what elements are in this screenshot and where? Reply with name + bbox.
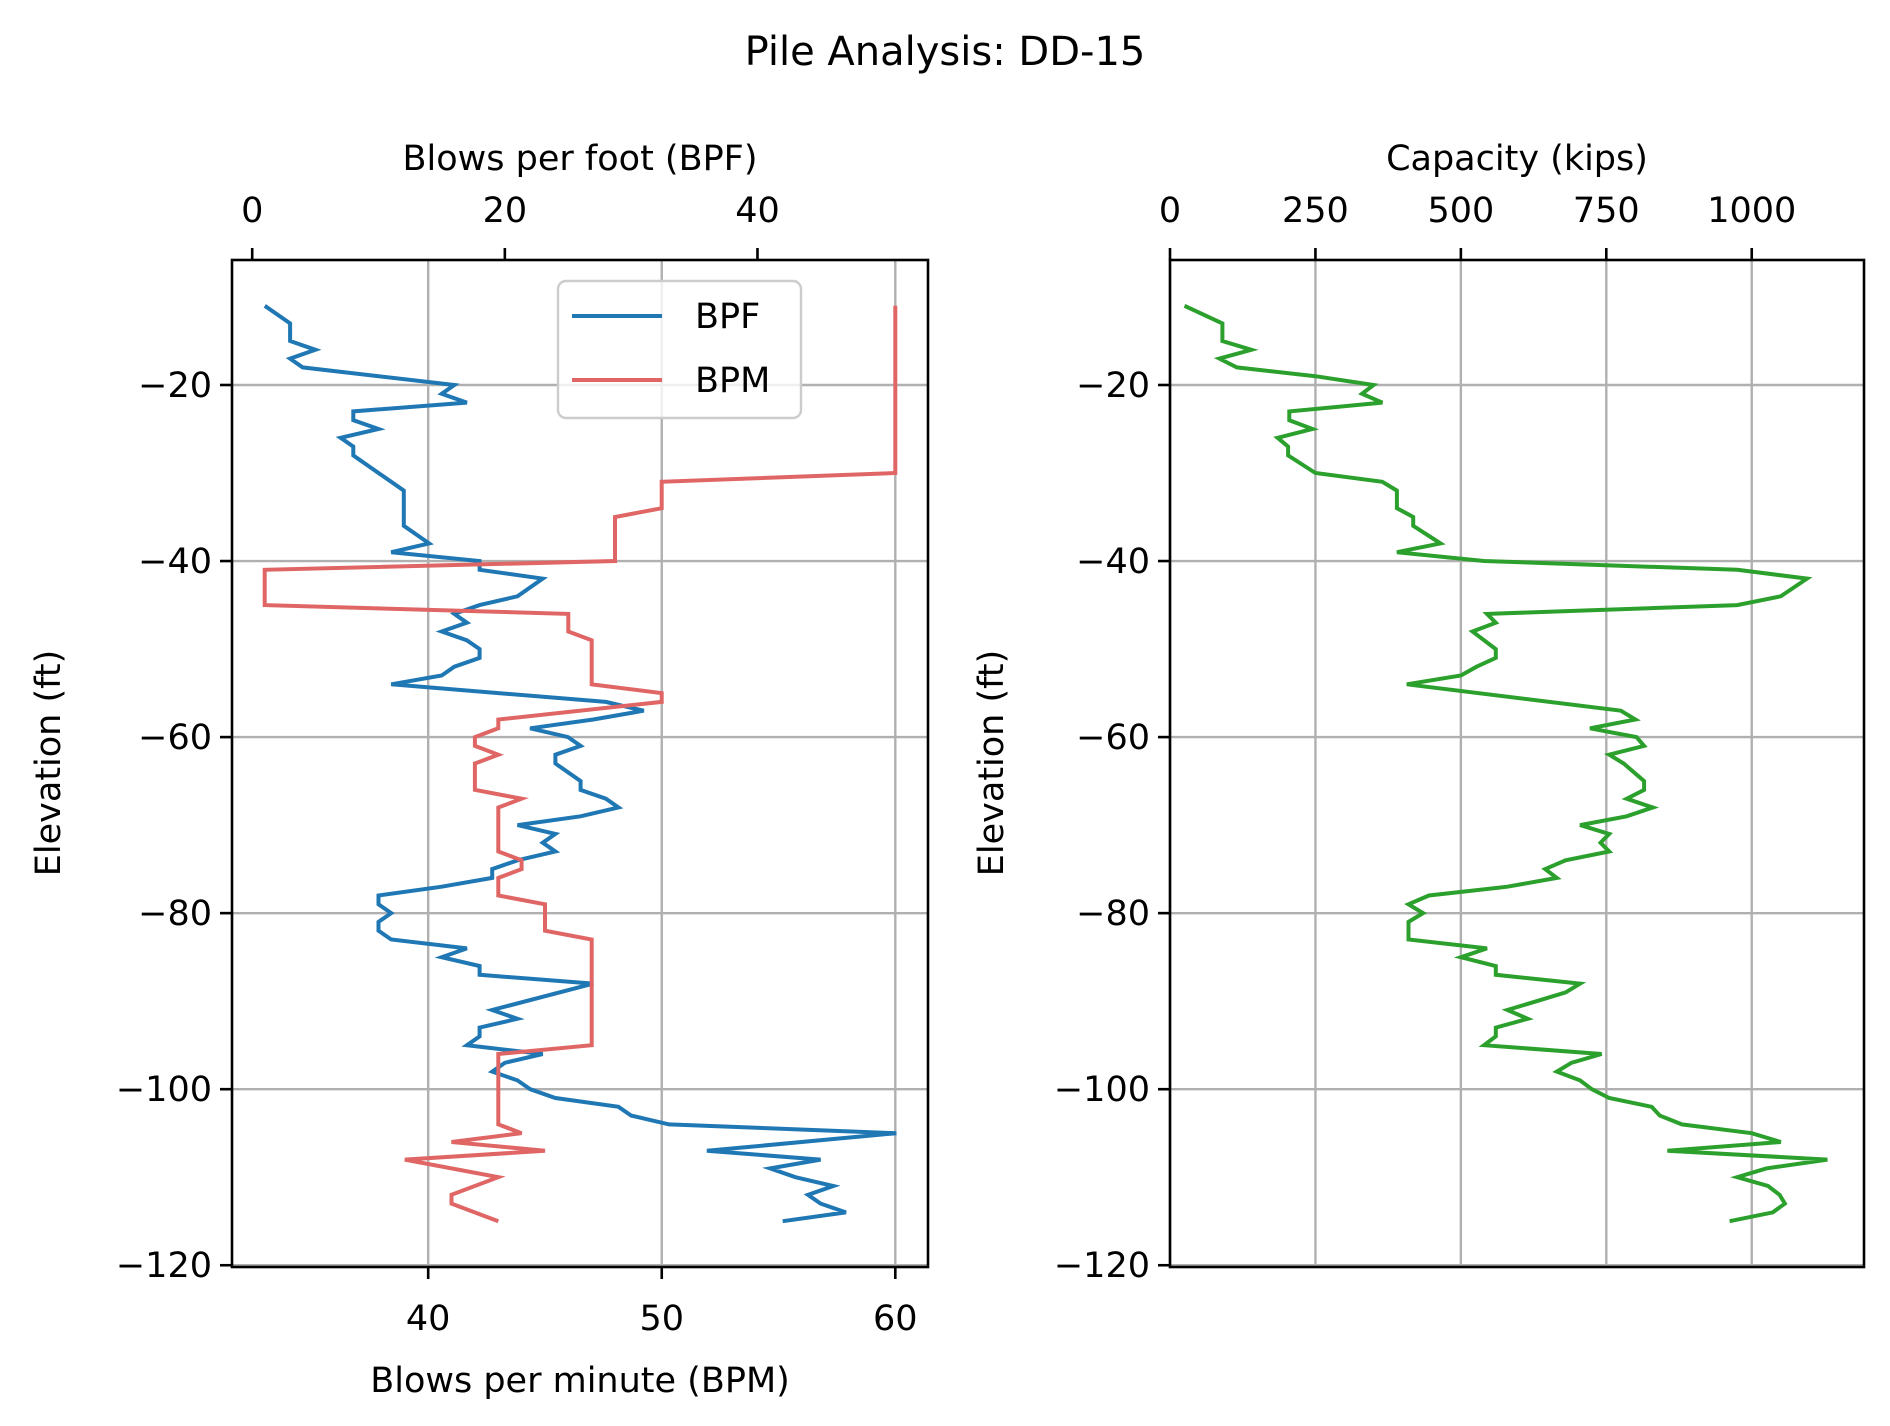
figure-title: Pile Analysis: DD-15	[745, 29, 1146, 75]
capacity-tick-labels: 0 250 500 750 1000	[1159, 191, 1796, 231]
left-ytick-label: −20	[138, 366, 212, 406]
left-ytick-label: −60	[138, 718, 212, 758]
left-ytick-label: −80	[138, 894, 212, 934]
bpf-tick-labels: 0 20 40	[241, 191, 780, 231]
capacity-tick-label: 500	[1427, 191, 1494, 231]
right-ytick-label: −100	[1054, 1070, 1150, 1110]
left-ytick-label: −100	[116, 1070, 212, 1110]
capacity-tick-label: 250	[1282, 191, 1349, 231]
right-ytick-label: −40	[1076, 542, 1150, 582]
right-panel: −20 −40 −60 −80 −100 −120 0 250 500 750 …	[972, 139, 1866, 1286]
capacity-tick-label: 0	[1159, 191, 1181, 231]
bpm-axis-label: Blows per minute (BPM)	[370, 1361, 790, 1401]
left-ticks	[220, 248, 897, 1279]
legend-label-bpf: BPF	[695, 297, 760, 337]
bpf-tick-label: 0	[241, 191, 263, 231]
bpf-axis-label: Blows per foot (BPF)	[403, 139, 758, 179]
bpm-tick-label: 60	[873, 1299, 918, 1339]
series-line-bpf	[263, 304, 897, 1224]
legend-label-bpm: BPM	[695, 361, 770, 401]
right-ytick-label: −120	[1054, 1246, 1150, 1286]
right-y-axis-label: Elevation (ft)	[972, 650, 1012, 876]
bpm-tick-label: 40	[406, 1299, 451, 1339]
left-ytick-label: −120	[116, 1246, 212, 1286]
left-axes-frame	[230, 258, 930, 1269]
right-axes-frame	[1168, 258, 1866, 1269]
bpm-tick-labels: 40 50 60	[406, 1299, 918, 1339]
left-y-axis-label: Elevation (ft)	[29, 650, 69, 876]
series-line-capacity	[1183, 303, 1828, 1224]
right-ytick-labels: −20 −40 −60 −80 −100 −120	[1054, 366, 1150, 1286]
bpf-tick-label: 40	[735, 191, 780, 231]
left-series	[262, 304, 898, 1224]
left-panel: −20 −40 −60 −80 −100 −120 0 20 40 40 50 …	[29, 139, 930, 1401]
bpf-tick-label: 20	[483, 191, 528, 231]
left-ytick-labels: −20 −40 −60 −80 −100 −120	[116, 366, 212, 1286]
right-ytick-label: −60	[1076, 718, 1150, 758]
capacity-tick-label: 1000	[1707, 191, 1796, 231]
left-ytick-label: −40	[138, 542, 212, 582]
capacity-tick-label: 750	[1573, 191, 1640, 231]
capacity-axis-label: Capacity (kips)	[1386, 139, 1648, 179]
legend: BPF BPM	[556, 279, 803, 420]
right-ytick-label: −80	[1076, 894, 1150, 934]
bpm-tick-label: 50	[639, 1299, 684, 1339]
right-ytick-label: −20	[1076, 366, 1150, 406]
series-line-bpm	[262, 305, 898, 1224]
right-ticks	[1158, 248, 1754, 1267]
